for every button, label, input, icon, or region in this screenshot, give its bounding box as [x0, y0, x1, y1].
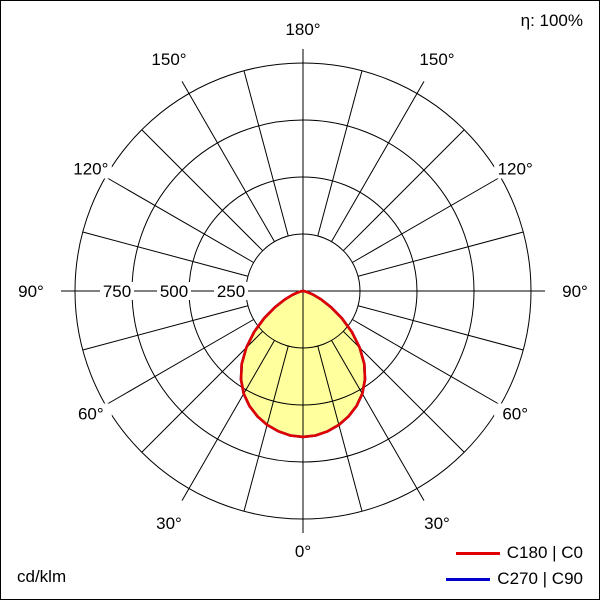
- angle-label: 90°: [562, 282, 588, 301]
- legend-item-c0: C180 | C0: [446, 543, 583, 563]
- ring-label-bg: [214, 282, 248, 300]
- grid-tick: [416, 81, 425, 94]
- grid-spoke: [105, 319, 254, 406]
- grid-spoke: [352, 176, 501, 263]
- angle-label-bg: [416, 48, 458, 69]
- ring-label: 250: [217, 282, 245, 301]
- grid-spoke: [82, 305, 249, 351]
- angle-label: 60°: [502, 405, 528, 424]
- angle-label-bg: [494, 403, 537, 424]
- angle-label: 120°: [73, 160, 108, 179]
- grid-spoke: [317, 345, 363, 512]
- grid-tick: [181, 488, 190, 501]
- grid-spoke: [105, 176, 254, 263]
- angle-label: 30°: [156, 514, 182, 533]
- grid-spoke: [331, 93, 418, 242]
- angle-label-bg: [69, 403, 112, 424]
- angle-label: 30°: [424, 514, 450, 533]
- angle-label: 90°: [18, 282, 44, 301]
- angle-label-bg: [10, 281, 52, 301]
- grid-spoke: [141, 129, 264, 252]
- grid-tick: [181, 81, 190, 94]
- legend-item-c90: C270 | C90: [446, 569, 583, 589]
- legend-line-c90-icon: [446, 577, 491, 581]
- angle-label-bg: [554, 281, 596, 301]
- grid-spoke: [331, 340, 418, 489]
- angle-label: 0°: [295, 542, 311, 561]
- grid-spoke: [342, 330, 465, 453]
- angle-label-bg: [282, 19, 324, 39]
- ring-label-bg: [100, 282, 134, 300]
- efficiency-label: η: 100%: [520, 11, 583, 30]
- angle-label-bg: [69, 158, 112, 179]
- curve-c180-c0: [239, 289, 367, 439]
- grid-spoke: [82, 231, 249, 277]
- legend: C180 | C0 C270 | C90: [446, 543, 583, 589]
- angle-label: 120°: [498, 160, 533, 179]
- grid-spoke: [342, 129, 465, 252]
- ring-label: 750: [103, 282, 131, 301]
- grid-spoke: [357, 231, 524, 277]
- grid-spoke: [352, 319, 501, 406]
- legend-label-c90: C270 | C90: [497, 569, 583, 588]
- angle-label: 180°: [285, 20, 320, 39]
- grid-spoke: [188, 93, 275, 242]
- grid-spoke: [141, 330, 264, 453]
- unit-label: cd/klm: [17, 567, 67, 586]
- angle-label: 60°: [78, 405, 104, 424]
- legend-line-c0-icon: [455, 551, 500, 555]
- ring-label-bg: [157, 282, 191, 300]
- grid-tick: [416, 488, 425, 501]
- angle-label: 150°: [419, 50, 454, 69]
- ring-label: 500: [160, 282, 188, 301]
- angle-label-bg: [416, 513, 458, 534]
- grid-spoke: [357, 305, 524, 351]
- grid-spoke: [188, 340, 275, 489]
- angle-label-bg: [282, 541, 324, 561]
- angle-label: 150°: [151, 50, 186, 69]
- grid-spoke: [317, 70, 363, 237]
- grid-spoke: [243, 345, 289, 512]
- angle-label-bg: [148, 513, 190, 534]
- angle-label-bg: [494, 158, 537, 179]
- angle-label-bg: [148, 48, 190, 69]
- grid-spoke: [243, 70, 289, 237]
- legend-label-c0: C180 | C0: [506, 543, 583, 562]
